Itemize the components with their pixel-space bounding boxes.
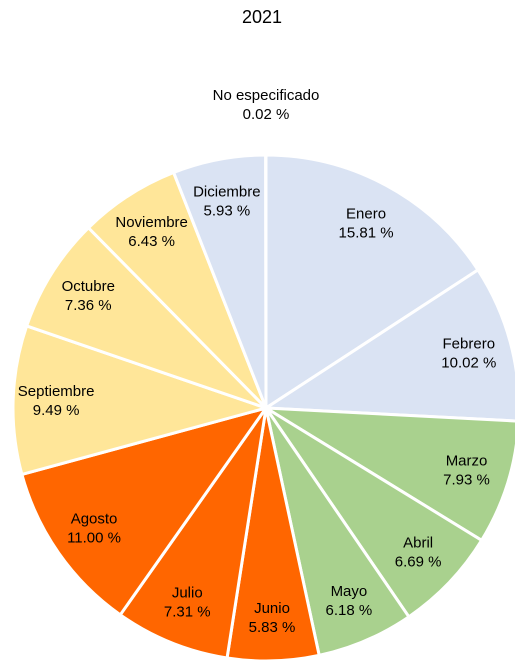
value-label: 7.31 % [164, 604, 211, 621]
category-label: No especificado [213, 87, 320, 104]
data-label: Diciembre 5.93 % [193, 184, 261, 220]
data-label: Septiembre 9.49 % [18, 383, 95, 419]
value-label: 5.93 % [203, 203, 250, 220]
data-label: Julio 7.31 % [164, 585, 211, 621]
value-label: 6.43 % [128, 233, 175, 250]
value-label: 10.02 % [441, 354, 496, 371]
category-label: Junio [254, 600, 290, 617]
category-label: Abril [403, 535, 433, 552]
category-label: Agosto [71, 510, 118, 527]
category-label: Enero [346, 205, 386, 222]
value-label: 9.49 % [33, 402, 80, 419]
category-label: Febrero [443, 335, 496, 352]
category-label: Marzo [446, 452, 488, 469]
data-label: No especificado 0.02 % [213, 87, 320, 123]
pie-slice [20, 405, 270, 617]
pie-slice [11, 323, 272, 477]
category-label: Julio [172, 585, 203, 602]
data-label: Octubre 7.36 % [62, 278, 115, 314]
value-label: 5.83 % [249, 619, 296, 636]
value-label: 7.93 % [443, 471, 490, 488]
data-label: Junio 5.83 % [249, 600, 296, 636]
category-label: Septiembre [18, 383, 95, 400]
value-label: 6.18 % [326, 602, 373, 619]
data-label: Noviembre 6.43 % [115, 214, 188, 250]
data-label: Febrero 10.02 % [441, 335, 496, 371]
pie-slice [261, 267, 515, 423]
category-label: Noviembre [115, 214, 188, 231]
data-label: Enero 15.81 % [339, 205, 394, 241]
pie-slice [24, 225, 268, 410]
data-label: Marzo 7.93 % [443, 452, 490, 488]
pie-slice [264, 406, 484, 619]
data-label: Agosto 11.00 % [67, 510, 121, 546]
category-label: Octubre [62, 278, 115, 295]
data-label: Abril 6.69 % [395, 535, 442, 571]
value-label: 11.00 % [67, 529, 121, 546]
pie-slice [264, 153, 481, 411]
category-label: Mayo [331, 583, 368, 600]
pie-slice [265, 406, 515, 543]
value-label: 0.02 % [243, 106, 290, 123]
value-label: 7.36 % [65, 297, 112, 314]
chart-title: 2021 [242, 7, 282, 27]
value-label: 15.81 % [339, 224, 394, 241]
category-label: Diciembre [193, 184, 261, 201]
data-label: Mayo 6.18 % [326, 583, 373, 619]
pie-slice [118, 407, 268, 660]
value-label: 6.69 % [395, 554, 442, 571]
